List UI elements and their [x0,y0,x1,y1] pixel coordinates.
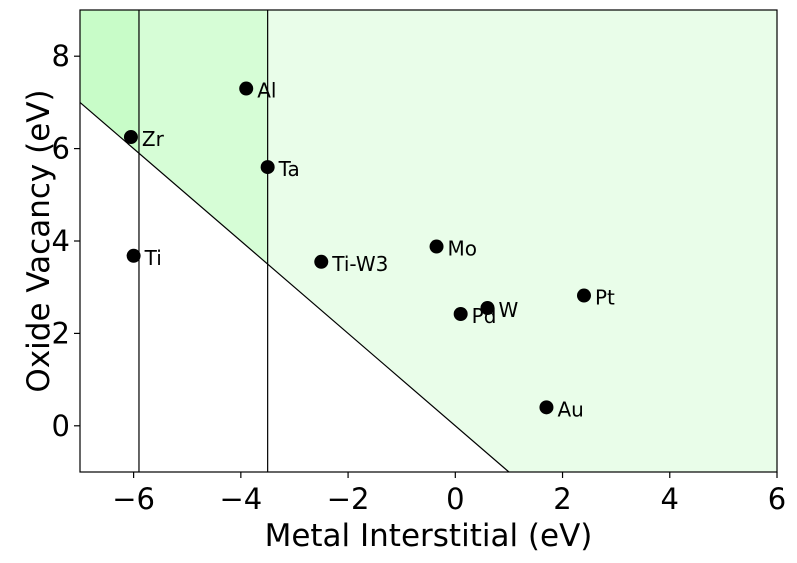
point-label-ti: Ti [144,246,162,270]
boundary-lines [79,10,510,473]
y-tick-label: 2 [52,316,70,350]
data-point-labels: Al Zr Ta Ti Ti-W3 Mo Pt WPd Au [142,79,615,422]
point-ti [126,248,141,263]
point-w [480,300,495,315]
point-label-mo: Mo [448,237,478,261]
point-label-ti-w3: Ti-W3 [331,252,388,276]
point-mo [429,239,444,254]
point-label-zr: Zr [142,127,165,151]
x-tick-label: −6 [112,482,155,516]
point-label-ta: Ta [278,157,300,181]
x-tick-label: 6 [768,482,786,516]
point-au [539,400,554,415]
y-tick-label: 6 [52,132,70,166]
point-zr [123,130,138,145]
x-tick-label: −4 [219,482,262,516]
point-ta [260,160,275,175]
point-pd [453,306,468,321]
x-tick-label: −2 [327,482,370,516]
x-tick-label: 4 [661,482,679,516]
y-tick-label: 8 [52,39,70,73]
point-al [239,81,254,96]
y-axis-ticks: 0 2 4 6 8 [52,39,80,443]
y-tick-label: 0 [52,409,70,443]
point-label-au: Au [557,397,583,421]
diagonal-line [79,101,510,473]
data-points [123,81,591,415]
point-label-w: W [498,298,518,322]
x-tick-label: 2 [553,482,571,516]
y-tick-label: 4 [52,224,70,258]
point-ti-w3 [314,254,329,269]
x-tick-label: 0 [446,482,464,516]
point-label-pt: Pt [595,286,615,310]
x-axis-label: Metal Interstitial (eV) [265,518,593,554]
point-pt [576,288,591,303]
x-axis-ticks: −6 −4 −2 0 2 4 6 [112,472,786,516]
point-label-al: Al [257,79,276,103]
y-axis-label: Oxide Vacancy (eV) [21,89,57,392]
point-label-pd: Pd [472,304,497,328]
